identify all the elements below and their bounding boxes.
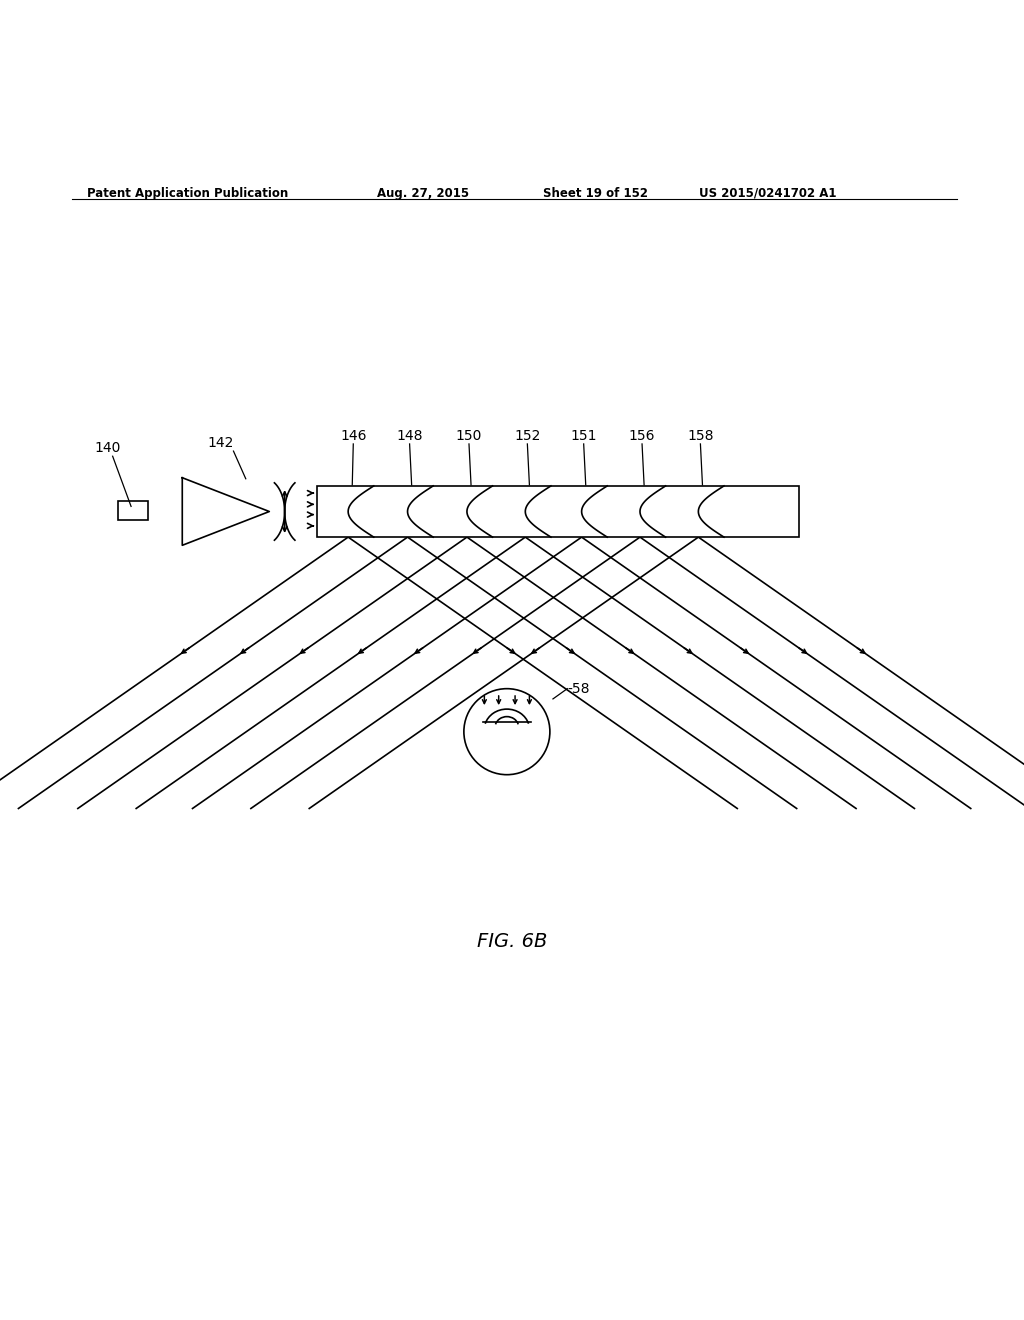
Text: US 2015/0241702 A1: US 2015/0241702 A1 [699, 187, 837, 199]
Bar [317, 486, 799, 537]
Text: 140: 140 [94, 441, 121, 455]
Text: 151: 151 [570, 429, 597, 444]
Text: 142: 142 [207, 436, 233, 450]
Text: FIG. 6B: FIG. 6B [477, 932, 547, 952]
Text: 150: 150 [456, 429, 482, 444]
Bar [118, 502, 148, 520]
Text: 158: 158 [687, 429, 714, 444]
Circle shape [464, 689, 550, 775]
Text: 146: 146 [340, 429, 367, 444]
Text: Patent Application Publication: Patent Application Publication [87, 187, 289, 199]
Text: Aug. 27, 2015: Aug. 27, 2015 [377, 187, 469, 199]
Text: -58: -58 [567, 681, 590, 696]
Text: 156: 156 [629, 429, 655, 444]
Text: 148: 148 [396, 429, 423, 444]
Text: 152: 152 [514, 429, 541, 444]
Text: Sheet 19 of 152: Sheet 19 of 152 [543, 187, 648, 199]
